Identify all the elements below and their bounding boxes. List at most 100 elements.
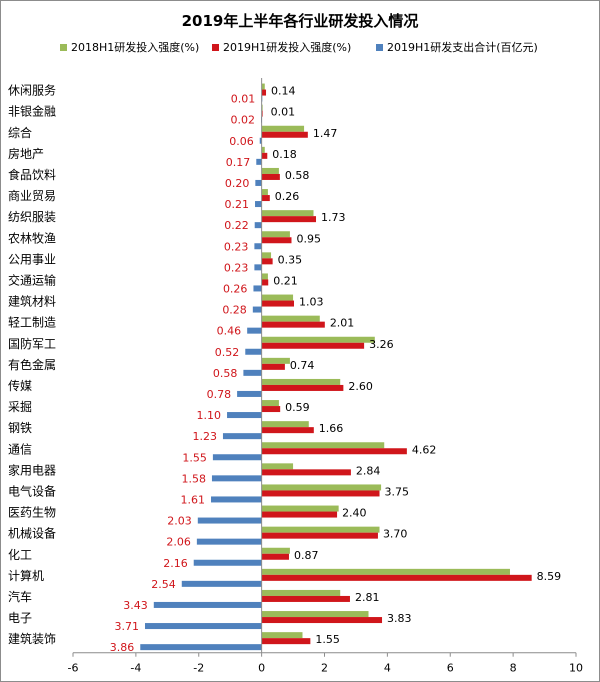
label-2019h1-intensity: 0.18 xyxy=(272,148,297,161)
bar-2018h1-intensity xyxy=(261,632,303,639)
category-label: 综合 xyxy=(8,125,32,140)
bar-2018h1-intensity xyxy=(261,167,279,174)
category-label: 轻工制造 xyxy=(8,316,56,330)
label-2019h1-expenditure: 2.16 xyxy=(163,557,188,570)
x-tick-label: -2 xyxy=(193,662,204,675)
x-tick-label: 6 xyxy=(447,662,454,675)
bar-2019h1-expenditure xyxy=(252,306,262,313)
x-tick-label: -4 xyxy=(130,662,141,675)
label-2019h1-expenditure: 0.52 xyxy=(215,346,240,359)
bar-2018h1-intensity xyxy=(261,442,385,449)
bar-2018h1-intensity xyxy=(261,378,341,385)
label-2019h1-expenditure: 0.58 xyxy=(213,367,238,380)
label-2019h1-intensity: 0.58 xyxy=(285,169,310,182)
category-label: 房地产 xyxy=(8,146,44,161)
label-2019h1-expenditure: 1.58 xyxy=(181,472,206,485)
bar-2019h1-expenditure xyxy=(254,243,262,250)
legend: 2018H1研发投入强度(%) 2019H1研发投入强度(%) 2019H1研发支出… xyxy=(60,40,538,54)
bar-2019h1-expenditure xyxy=(256,158,262,165)
bar-2019h1-intensity xyxy=(261,617,383,624)
bar-2019h1-intensity xyxy=(261,448,407,455)
bar-2018h1-intensity xyxy=(261,547,290,554)
x-axis: -6 -4 -2 0 2 4 6 8 10 xyxy=(68,78,583,675)
label-2019h1-expenditure: 0.01 xyxy=(231,93,256,106)
bar-2018h1-intensity xyxy=(261,294,294,301)
label-2019h1-expenditure: 3.71 xyxy=(114,620,139,633)
category-label: 商业贸易 xyxy=(8,188,56,203)
bar-2019h1-intensity xyxy=(261,511,338,518)
label-2019h1-expenditure: 0.28 xyxy=(222,304,247,317)
legend-item-1: 2019H1研发投入强度(%) xyxy=(212,40,351,54)
bar-2019h1-intensity xyxy=(261,469,351,476)
bar-2019h1-intensity xyxy=(261,131,308,138)
label-2019h1-expenditure: 0.06 xyxy=(229,135,254,148)
legend-swatch-0 xyxy=(60,44,67,51)
legend-label-0: 2018H1研发投入强度(%) xyxy=(71,40,199,54)
bar-2019h1-intensity xyxy=(261,406,281,413)
category-label: 食品饮料 xyxy=(8,167,56,182)
label-2019h1-intensity: 2.60 xyxy=(348,380,373,393)
label-2019h1-expenditure: 0.21 xyxy=(225,198,250,211)
bar-2019h1-intensity xyxy=(261,300,295,307)
category-label: 建筑材料 xyxy=(8,294,56,309)
label-2019h1-expenditure: 0.26 xyxy=(223,282,248,295)
category-label: 汽车 xyxy=(8,589,32,604)
bar-2019h1-intensity xyxy=(261,384,344,391)
label-2019h1-expenditure: 0.23 xyxy=(224,261,249,274)
x-tick-label: -6 xyxy=(68,662,79,675)
label-2019h1-intensity: 2.81 xyxy=(355,591,380,604)
label-2019h1-expenditure: 2.03 xyxy=(167,515,192,528)
label-2019h1-expenditure: 0.20 xyxy=(225,177,250,190)
bar-2019h1-expenditure xyxy=(153,601,262,608)
category-label: 电气设备 xyxy=(8,483,56,498)
bar-2018h1-intensity xyxy=(261,463,294,470)
category-label: 建筑装饰 xyxy=(8,631,56,646)
bar-2019h1-intensity xyxy=(261,363,285,370)
label-2019h1-expenditure: 3.43 xyxy=(123,599,148,612)
label-2019h1-expenditure: 0.02 xyxy=(230,114,255,127)
category-label: 传媒 xyxy=(8,378,32,393)
bar-2018h1-intensity xyxy=(261,611,369,618)
bar-2019h1-intensity xyxy=(261,532,378,539)
bar-2018h1-intensity xyxy=(261,210,314,217)
label-2019h1-intensity: 3.26 xyxy=(369,338,394,351)
legend-label-2: 2019H1研发支出合计(百亿元) xyxy=(387,40,538,54)
bar-2019h1-expenditure xyxy=(144,623,262,630)
category-label: 机械设备 xyxy=(8,526,56,541)
bar-2019h1-intensity xyxy=(261,89,267,96)
category-label: 钢铁 xyxy=(8,421,32,435)
label-2019h1-expenditure: 0.46 xyxy=(217,325,242,338)
label-2019h1-expenditure: 0.22 xyxy=(224,219,249,232)
category-label: 公用事业 xyxy=(8,252,56,266)
bar-2018h1-intensity xyxy=(261,357,290,364)
label-2019h1-intensity: 0.21 xyxy=(273,274,298,287)
bar-2018h1-intensity xyxy=(261,189,268,196)
x-tick-label: 0 xyxy=(258,662,265,675)
bar-2019h1-intensity xyxy=(261,321,325,328)
bar-2019h1-expenditure xyxy=(255,201,262,208)
bar-2019h1-expenditure xyxy=(196,538,262,545)
x-tick-label: 2 xyxy=(321,662,328,675)
bar-2019h1-intensity xyxy=(261,553,289,560)
label-2019h1-expenditure: 3.86 xyxy=(110,641,135,654)
category-label: 家用电器 xyxy=(8,462,56,477)
label-2019h1-expenditure: 0.78 xyxy=(207,388,232,401)
chart-title: 2019年上半年各行业研发投入情况 xyxy=(182,12,419,30)
category-label: 有色金属 xyxy=(8,357,56,372)
bar-2019h1-expenditure xyxy=(197,517,262,524)
bar-2018h1-intensity xyxy=(261,336,375,343)
label-2019h1-intensity: 0.95 xyxy=(296,232,321,245)
category-label: 非银金融 xyxy=(8,104,56,119)
bar-2019h1-expenditure xyxy=(212,454,262,461)
bar-2019h1-expenditure xyxy=(253,285,262,292)
label-2019h1-expenditure: 0.17 xyxy=(226,156,251,169)
label-2019h1-expenditure: 1.61 xyxy=(181,493,206,506)
label-2019h1-intensity: 0.14 xyxy=(271,85,296,98)
bar-2019h1-expenditure xyxy=(254,222,262,229)
legend-swatch-2 xyxy=(376,44,383,51)
label-2019h1-intensity: 1.55 xyxy=(315,633,340,646)
label-2019h1-intensity: 1.73 xyxy=(321,211,346,224)
bar-2019h1-intensity xyxy=(261,152,268,159)
bar-2018h1-intensity xyxy=(261,125,305,132)
x-tick-label: 8 xyxy=(510,662,517,675)
